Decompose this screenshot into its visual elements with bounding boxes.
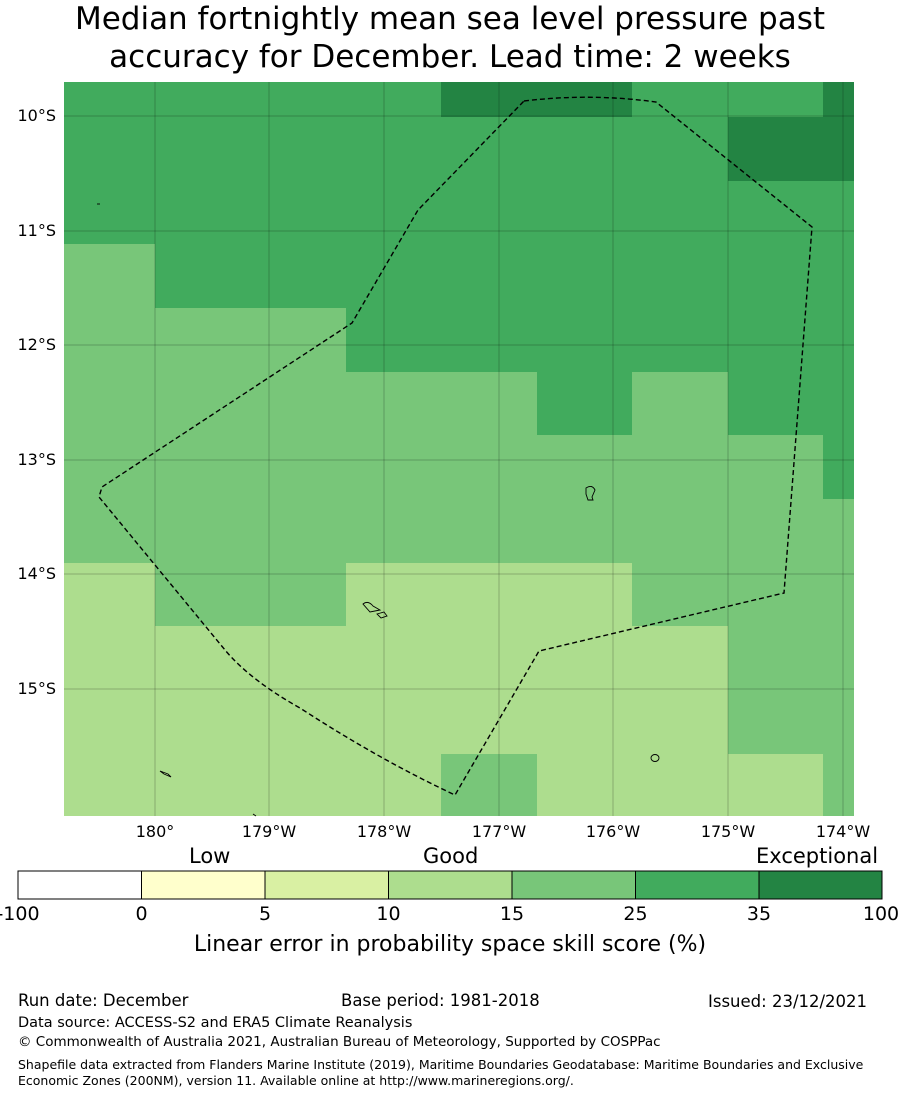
lat-label: 10°S — [17, 106, 56, 125]
colorbar-frame — [17, 870, 883, 900]
grid-cell — [64, 244, 155, 563]
colorbar-tick: 5 — [258, 903, 272, 925]
colorbar-tick: 15 — [499, 903, 525, 925]
lat-label: 11°S — [17, 221, 56, 240]
graticule — [64, 82, 854, 816]
grid-cell — [441, 754, 537, 816]
colorbar — [17, 870, 883, 900]
base-period: Base period: 1981-2018 — [341, 991, 540, 1010]
lon-label: 177°W — [471, 822, 527, 841]
lat-label: 14°S — [17, 564, 56, 583]
colorbar-segment — [18, 871, 142, 899]
eez-boundary — [98, 96, 813, 796]
category-low: Low — [189, 844, 231, 868]
island-outline — [650, 754, 660, 762]
grid-cell — [823, 82, 854, 117]
colorbar-tick: -100 — [0, 903, 40, 925]
colorbar-segment — [141, 871, 265, 899]
issued-date: Issued: 23/12/2021 — [708, 992, 868, 1011]
grid-cell — [728, 435, 823, 816]
lon-label: 175°W — [700, 822, 756, 841]
category-exceptional: Exceptional — [756, 844, 879, 868]
island-outline — [362, 601, 382, 613]
lon-label: 178°W — [356, 822, 412, 841]
grid-cell — [346, 372, 537, 563]
grid-cell — [728, 117, 854, 181]
lon-label: 174°W — [815, 822, 871, 841]
grid-cell — [537, 435, 632, 563]
colorbar-tick: 100 — [862, 903, 900, 925]
colorbar-tick: 35 — [746, 903, 772, 925]
shapefile-credit: Shapefile data extracted from Flanders M… — [18, 1057, 864, 1088]
grid-cell — [155, 626, 346, 816]
island-outline — [252, 813, 257, 817]
colorbar-segment — [512, 871, 636, 899]
island-outline — [376, 611, 388, 619]
grid-cell — [632, 626, 728, 816]
colorbar-segment — [635, 871, 759, 899]
grid-cell — [155, 563, 346, 626]
colorbar-segment — [759, 871, 882, 899]
colorbar-label: Linear error in probability space skill … — [193, 932, 707, 957]
island-outline — [159, 770, 172, 778]
colorbar-segment — [388, 871, 512, 899]
colorbar-tick: 10 — [376, 903, 401, 925]
title-line-2: accuracy for December. Lead time: 2 week… — [109, 39, 791, 75]
islands — [97, 203, 660, 817]
grid-cell — [823, 499, 854, 816]
colorbar-segment — [265, 871, 389, 899]
lon-label: 179°W — [241, 822, 297, 841]
lat-label: 12°S — [17, 335, 56, 354]
colorbar-tick: 0 — [135, 903, 148, 925]
lat-label: 15°S — [17, 679, 56, 698]
grid-cell — [728, 754, 823, 816]
run-date: Run date: December — [18, 991, 189, 1010]
colorbar-tick: 25 — [623, 903, 648, 925]
grid-cell — [64, 563, 155, 816]
island-outline — [585, 485, 596, 501]
data-source: Data source: ACCESS-S2 and ERA5 Climate … — [18, 1015, 413, 1031]
copyright: © Commonwealth of Australia 2021, Austra… — [18, 1034, 661, 1050]
grid-cell — [155, 308, 346, 563]
skill-grid — [64, 82, 854, 816]
lat-label: 13°S — [17, 450, 56, 469]
map-title: Median fortnightly mean sea level pressu… — [0, 0, 900, 76]
grid-cell — [632, 372, 728, 626]
title-line-1: Median fortnightly mean sea level pressu… — [74, 1, 826, 37]
lon-label: 176°W — [585, 822, 641, 841]
category-good: Good — [423, 844, 479, 868]
lon-label: 180° — [135, 822, 175, 841]
